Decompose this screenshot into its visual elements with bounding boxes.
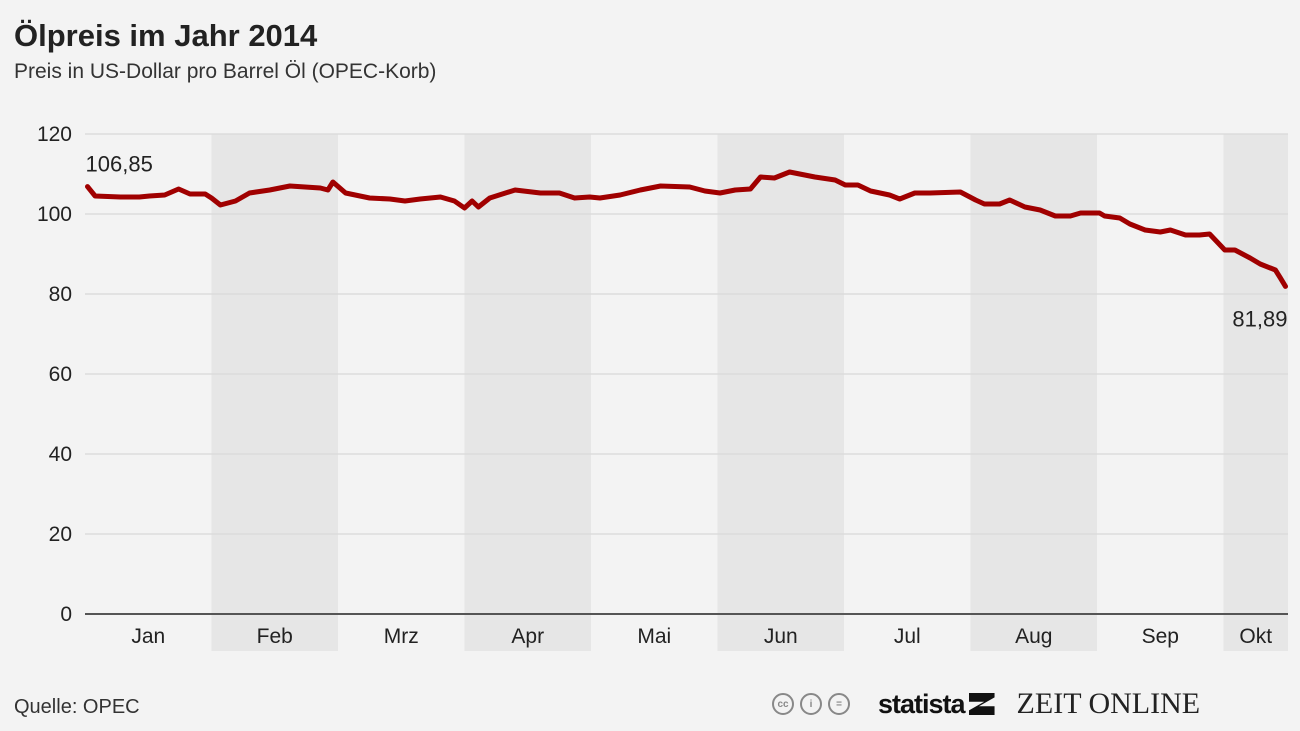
by-icon[interactable]: i <box>800 693 822 715</box>
y-tick-label: 120 <box>37 123 72 146</box>
chart-subtitle: Preis in US-Dollar pro Barrel Öl (OPEC-K… <box>14 60 437 83</box>
month-band <box>717 134 844 651</box>
footer-logos: cc i = statista ZEIT ONLINE <box>772 684 1200 724</box>
x-tick-label: Apr <box>511 625 544 648</box>
data-label: 106,85 <box>86 152 153 177</box>
y-tick-label: 100 <box>37 203 72 226</box>
x-tick-label: Jan <box>131 625 165 648</box>
zeit-online-logo[interactable]: ZEIT ONLINE <box>1016 687 1201 720</box>
x-tick-label: Feb <box>257 625 293 648</box>
x-tick-label: Jul <box>894 625 921 648</box>
source-note: Quelle: OPEC <box>14 696 140 718</box>
x-tick-label: Mrz <box>384 625 419 648</box>
y-tick-label: 80 <box>49 283 72 306</box>
x-tick-label: Okt <box>1239 625 1272 648</box>
statista-wordmark: statista <box>878 688 966 719</box>
x-tick-label: Jun <box>764 625 798 648</box>
nd-icon[interactable]: = <box>828 693 850 715</box>
statista-logo[interactable]: statista <box>878 689 995 720</box>
statista-mark-icon <box>968 693 995 715</box>
cc-icon[interactable]: cc <box>772 693 794 715</box>
x-tick-label: Mai <box>637 625 671 648</box>
y-tick-label: 60 <box>49 363 72 386</box>
data-label: 81,89 <box>1232 306 1287 331</box>
y-tick-label: 40 <box>49 443 72 466</box>
series-line-opec <box>85 169 1288 289</box>
y-tick-label: 20 <box>49 523 72 546</box>
y-tick-label: 0 <box>60 603 72 626</box>
x-tick-label: Aug <box>1015 625 1052 648</box>
x-tick-label: Sep <box>1142 625 1179 648</box>
month-band <box>464 134 591 651</box>
month-band <box>970 134 1097 651</box>
chart-title: Ölpreis im Jahr 2014 <box>14 18 318 53</box>
month-band <box>211 134 338 651</box>
month-band <box>1223 134 1288 651</box>
